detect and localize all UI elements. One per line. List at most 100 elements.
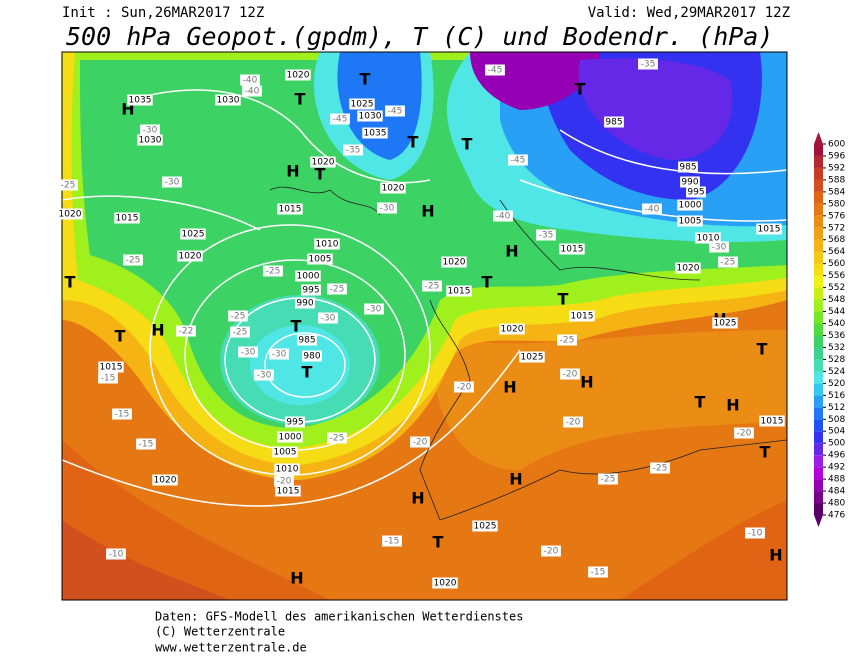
temperature-label: -20: [566, 418, 581, 428]
temperature-label: -45: [333, 115, 348, 125]
temperature-label: -15: [139, 440, 154, 450]
temperature-label-box: [508, 154, 528, 166]
color-band: [814, 407, 823, 420]
pressure-center: T: [760, 443, 771, 462]
temperature-label-box: [485, 64, 505, 76]
colorbar-tick-label: 520: [828, 379, 845, 389]
pressure-center: T: [575, 80, 586, 99]
color-band: [814, 419, 823, 432]
temperature-label-box: [638, 58, 658, 70]
pressure-center: T: [360, 70, 371, 89]
temperature-label-box: [560, 368, 580, 380]
pressure-center: H: [411, 489, 424, 508]
temperature-label-box: [642, 203, 662, 215]
color-band: [814, 215, 823, 228]
temperature-label-box: [240, 74, 260, 86]
temperature-label-box: [745, 527, 765, 539]
isobar-label-box: [441, 256, 467, 268]
temperature-label-box: [382, 535, 402, 547]
temperature-label: -30: [272, 350, 287, 360]
temperature-label: -25: [330, 285, 345, 295]
temperature-label-box: [238, 346, 258, 358]
isobar-label: 1010: [276, 465, 299, 475]
pressure-center: H: [505, 242, 518, 261]
color-band: [814, 431, 823, 444]
colorbar-tick-label: 536: [828, 331, 845, 341]
pressure-center: T: [302, 363, 313, 382]
isobar-label: 1010: [697, 234, 720, 244]
color-band: [814, 227, 823, 240]
isobar-label-box: [362, 127, 388, 139]
temperature-label-box: [112, 408, 132, 420]
isobar-label-box: [559, 243, 585, 255]
colorbar-tick-label: 560: [828, 259, 845, 269]
isobar-label: 980: [303, 352, 320, 362]
isobar-label: 1020: [287, 71, 310, 81]
temperature-label: -20: [457, 383, 472, 393]
colorbar-tick-label: 528: [828, 355, 845, 365]
temperature-label-box: [228, 310, 248, 322]
isobar-label-box: [677, 215, 703, 227]
color-band: [814, 179, 823, 192]
isobar-label: 985: [605, 118, 622, 128]
temperature-label: -20: [413, 438, 428, 448]
colorbar-bottom-arrow: [814, 515, 823, 527]
isobar-label: 995: [302, 286, 319, 296]
isobar-label-box: [98, 361, 124, 373]
isobar-label: 990: [681, 178, 698, 188]
pressure-center: H: [421, 202, 434, 221]
isobar-label-box: [695, 232, 721, 244]
isobar-label-box: [712, 317, 738, 329]
isobar-label-box: [302, 350, 322, 362]
colorbar-tick-label: 476: [828, 511, 845, 521]
map-title: 500 hPa Geopot.(gpdm), T (C) und Bodendr…: [66, 22, 773, 51]
isobar-label: 1025: [474, 522, 497, 532]
temperature-label-box: [58, 179, 78, 191]
temperature-label: -25: [601, 475, 616, 485]
temperature-label-box: [718, 256, 738, 268]
pressure-center: T: [65, 273, 76, 292]
temperature-label-box: [230, 326, 250, 338]
isobar-label-box: [295, 270, 321, 282]
isobar-label: 1020: [312, 158, 335, 168]
colorbar-tick-label: 532: [828, 343, 845, 353]
isobar-label-box: [295, 297, 315, 309]
colorbar-tick-label: 524: [828, 367, 845, 377]
isobar-label: 985: [679, 163, 696, 173]
temperature-label: -30: [241, 348, 256, 358]
colorbar-tick-label: 508: [828, 415, 845, 425]
temperature-label: -15: [385, 537, 400, 547]
isobar-label-box: [275, 485, 301, 497]
color-band: [814, 287, 823, 300]
isobar-label: 995: [687, 188, 704, 198]
isobar-label: 1015: [448, 287, 471, 297]
isobar-label: 1000: [297, 272, 320, 282]
isobar-label-box: [277, 431, 303, 443]
temperature-label-box: [385, 105, 405, 117]
pressure-center: T: [695, 393, 706, 412]
isobar-label: 1025: [351, 100, 374, 110]
temperature-label: -15: [591, 568, 606, 578]
temperature-label: -35: [539, 231, 554, 241]
isobar-label: 1020: [59, 210, 82, 220]
temperature-label-box: [377, 202, 397, 214]
temperature-label-box: [588, 566, 608, 578]
temperature-label: -25: [61, 181, 76, 191]
isobar-label-box: [152, 474, 178, 486]
isobar-label: 1030: [217, 96, 240, 106]
temperature-label-box: [98, 372, 118, 384]
isobar-label: 1015: [561, 245, 584, 255]
isobar-label-box: [759, 415, 785, 427]
isobar-label-box: [114, 212, 140, 224]
pressure-center: T: [291, 317, 302, 336]
color-band: [814, 299, 823, 312]
colorbar-tick-label: 484: [828, 487, 845, 497]
temperature-label: -40: [645, 205, 660, 215]
pressure-center: T: [433, 533, 444, 552]
temperature-label: -35: [346, 146, 361, 156]
valid-time: Valid: Wed,29MAR2017 12Z: [588, 5, 790, 21]
temperature-label-box: [343, 144, 363, 156]
pressure-center: H: [580, 373, 593, 392]
isobar-label-box: [277, 203, 303, 215]
isobar-label-box: [307, 253, 333, 265]
